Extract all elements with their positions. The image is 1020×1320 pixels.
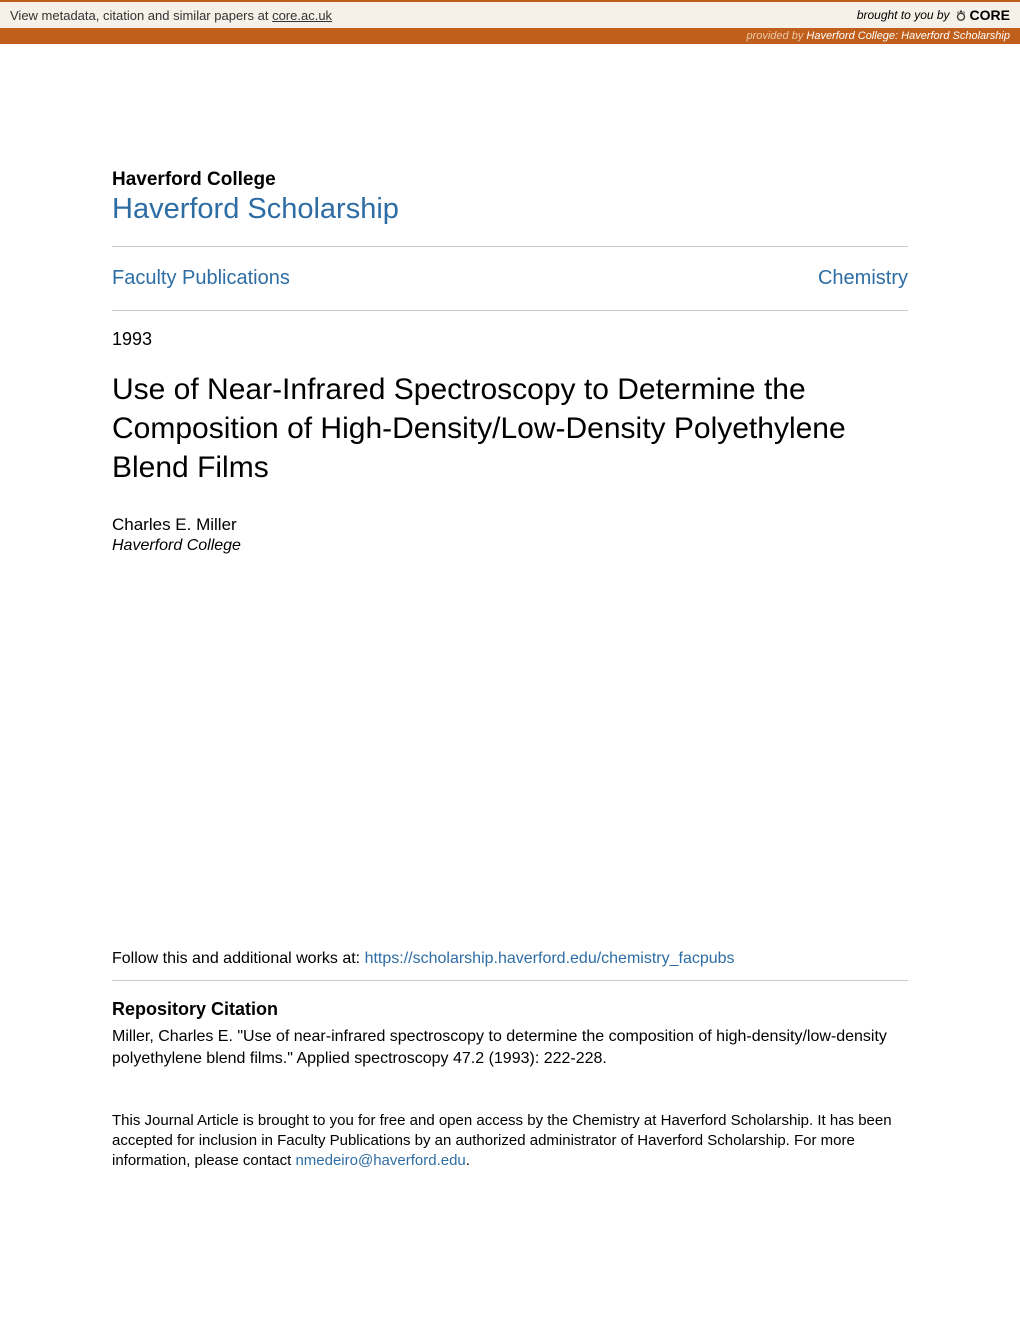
category-row: Faculty Publications Chemistry xyxy=(112,259,908,298)
paper-title: Use of Near-Infrared Spectroscopy to Det… xyxy=(112,370,908,487)
divider-citation xyxy=(112,980,908,981)
core-icon xyxy=(954,8,968,22)
core-ac-uk-link[interactable]: core.ac.uk xyxy=(272,8,332,23)
author-affiliation: Haverford College xyxy=(112,537,908,555)
follow-label: Follow this and additional works at: xyxy=(112,950,365,967)
publication-year: 1993 xyxy=(112,329,908,350)
follow-container: Follow this and additional works at: htt… xyxy=(112,950,908,968)
footer-text-container: This Journal Article is brought to you f… xyxy=(112,1111,908,1172)
provided-by-label: provided by xyxy=(746,30,806,42)
divider-bottom xyxy=(112,310,908,311)
main-content: Haverford College Haverford Scholarship … xyxy=(0,44,1020,1212)
provider-name: Haverford College: Haverford Scholarship xyxy=(806,30,1010,42)
provider-bar: provided by Haverford College: Haverford… xyxy=(0,28,1020,44)
metadata-text: View metadata, citation and similar pape… xyxy=(10,8,272,23)
footer-period: . xyxy=(466,1152,470,1169)
citation-heading: Repository Citation xyxy=(112,999,908,1020)
brought-by-container: brought to you by CORE xyxy=(857,7,1010,23)
faculty-publications-link[interactable]: Faculty Publications xyxy=(112,267,290,290)
brought-by-text: brought to you by xyxy=(857,8,950,22)
footer-text: This Journal Article is brought to you f… xyxy=(112,1112,892,1170)
repository-name-link[interactable]: Haverford Scholarship xyxy=(112,193,908,226)
chemistry-link[interactable]: Chemistry xyxy=(818,267,908,290)
core-brand-text: CORE xyxy=(970,7,1010,23)
follow-url-link[interactable]: https://scholarship.haverford.edu/chemis… xyxy=(365,950,735,967)
citation-text: Miller, Charles E. "Use of near-infrared… xyxy=(112,1026,908,1071)
content-spacer xyxy=(112,555,908,950)
metadata-bar: View metadata, citation and similar pape… xyxy=(0,0,1020,28)
contact-email-link[interactable]: nmedeiro@haverford.edu xyxy=(295,1152,465,1169)
divider-top xyxy=(112,246,908,247)
metadata-text-container: View metadata, citation and similar pape… xyxy=(10,8,332,23)
author-name: Charles E. Miller xyxy=(112,515,908,535)
institution-name: Haverford College xyxy=(112,169,908,191)
core-logo[interactable]: CORE xyxy=(954,7,1010,23)
